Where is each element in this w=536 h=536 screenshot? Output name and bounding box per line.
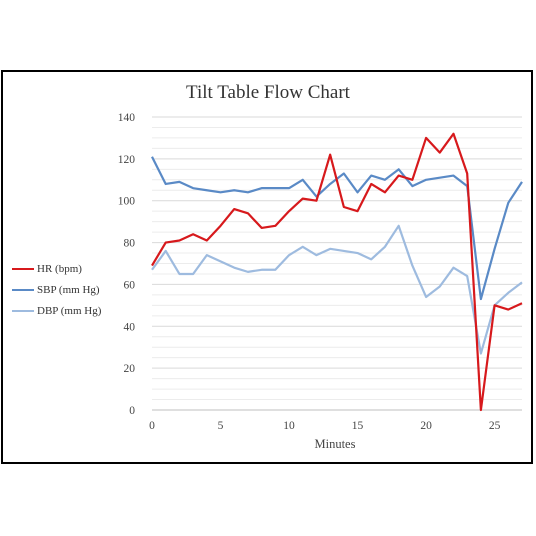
series-lines [151,132,523,412]
x-tick-label: 0 [149,420,155,432]
gridlines [152,116,522,401]
x-axis-label: Minutes [315,437,356,451]
legend-label-sbp: SBP (mm Hg) [37,283,100,296]
y-tick-label: 80 [124,238,136,250]
chart-frame [1,70,533,464]
y-tick-label: 60 [124,279,136,291]
legend-label-hr: HR (bpm) [37,262,82,275]
legend-item-dbp: DBP (mm Hg) [12,300,101,321]
x-tick-label: 10 [283,420,295,432]
x-tick-label: 5 [218,420,224,432]
y-tick-label: 120 [118,154,136,166]
axes: 0 20 40 60 80 100 120 140 0 5 10 15 20 25 [118,112,522,432]
y-tick-label: 140 [118,112,136,124]
legend-swatch-dbp [12,309,34,312]
legend-label-dbp: DBP (mm Hg) [37,304,102,317]
x-tick-label: 15 [352,420,364,432]
legend: HR (bpm) SBP (mm Hg) DBP (mm Hg) [12,258,101,321]
legend-item-sbp: SBP (mm Hg) [12,279,101,300]
legend-item-hr: HR (bpm) [12,258,101,279]
y-tick-label: 20 [124,363,136,375]
series-line-2 [151,224,523,355]
x-tick-label: 25 [489,420,501,432]
y-tick-label: 0 [129,405,135,417]
legend-swatch-hr [12,267,34,270]
x-tick-label: 20 [420,420,432,432]
y-tick-label: 40 [124,321,136,333]
chart-title: Tilt Table Flow Chart [186,82,350,103]
legend-swatch-sbp [12,288,34,291]
y-tick-label: 100 [118,196,136,208]
series-line-0 [151,132,523,412]
